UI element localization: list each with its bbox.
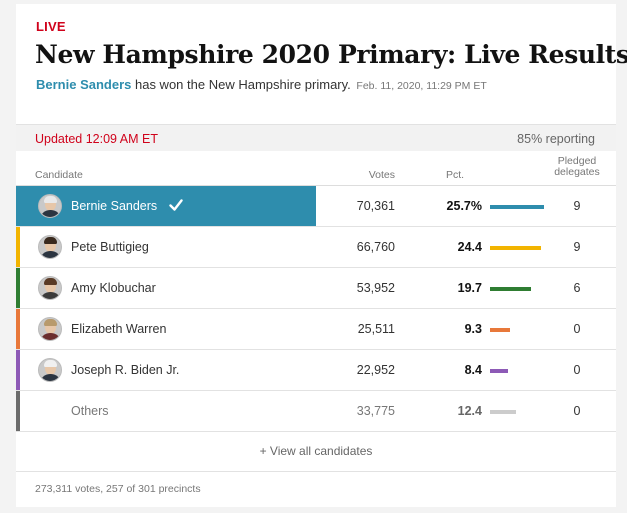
candidate-delegates: 9 — [573, 240, 581, 254]
candidate-votes: 22,952 — [356, 363, 395, 377]
summary-timestamp: Feb. 11, 2020, 11:29 PM ET — [356, 80, 487, 92]
pct-bar — [490, 287, 531, 291]
summary-text: has won the New Hampshire primary. — [131, 77, 351, 92]
pct-bar — [490, 328, 510, 332]
row-accent — [16, 350, 20, 390]
check-icon — [169, 199, 183, 211]
column-pct: Pct. — [446, 169, 465, 181]
updated-time: Updated 12:09 AM ET — [35, 132, 158, 146]
candidate-votes: 33,775 — [356, 404, 395, 418]
avatar — [38, 194, 62, 218]
candidate-name: Amy Klobuchar — [71, 281, 156, 295]
candidate-name: Pete Buttigieg — [71, 240, 149, 254]
row-accent — [16, 268, 20, 308]
pct-bar — [490, 369, 508, 373]
precincts-summary: 273,311 votes, 257 of 301 precincts — [35, 483, 201, 495]
candidate-votes: 70,361 — [356, 199, 395, 213]
candidate-delegates: 0 — [573, 363, 581, 377]
table-row[interactable]: Bernie Sanders 70,361 25.7% 9 — [16, 186, 616, 227]
column-delegates-line2: delegates — [554, 166, 600, 178]
table-row[interactable]: Pete Buttigieg 66,760 24.4 9 — [16, 227, 616, 268]
page-title: New Hampshire 2020 Primary: Live Results — [35, 40, 627, 69]
view-all-row: + View all candidates — [16, 430, 616, 472]
row-accent — [16, 227, 20, 267]
candidate-pct: 8.4 — [464, 363, 482, 377]
table-divider — [16, 185, 616, 186]
candidate-pct: 25.7% — [446, 199, 482, 213]
candidate-name: Elizabeth Warren — [71, 322, 167, 336]
live-label: LIVE — [36, 19, 66, 34]
candidate-name: Joseph R. Biden Jr. — [71, 363, 180, 377]
candidate-name: Bernie Sanders — [71, 199, 158, 213]
row-accent — [16, 391, 20, 431]
candidate-pct: 9.3 — [464, 322, 482, 336]
view-all-candidates-link[interactable]: + View all candidates — [259, 444, 373, 458]
winner-highlight — [16, 186, 316, 226]
column-delegates: Pledged delegates — [551, 156, 603, 178]
candidate-delegates: 0 — [573, 404, 581, 418]
table-row[interactable]: Amy Klobuchar 53,952 19.7 6 — [16, 268, 616, 309]
table-row[interactable]: Joseph R. Biden Jr. 22,952 8.4 0 — [16, 350, 616, 391]
candidate-pct: 12.4 — [457, 404, 482, 418]
candidate-votes: 25,511 — [357, 322, 395, 336]
column-votes: Votes — [368, 169, 395, 181]
row-accent — [16, 309, 20, 349]
avatar — [38, 358, 62, 382]
candidate-pct: 24.4 — [457, 240, 482, 254]
avatar — [38, 317, 62, 341]
race-summary: Bernie Sanders has won the New Hampshire… — [36, 77, 487, 92]
candidate-votes: 53,952 — [356, 281, 395, 295]
candidate-delegates: 6 — [573, 281, 581, 295]
candidate-delegates: 9 — [573, 199, 581, 213]
pct-bar — [490, 410, 516, 414]
avatar — [38, 235, 62, 259]
table-row: Others 33,775 12.4 0 — [16, 391, 616, 432]
pct-bar — [490, 205, 544, 209]
candidate-pct: 19.7 — [457, 281, 482, 295]
candidate-name: Others — [71, 404, 109, 418]
status-bar: Updated 12:09 AM ET 85% reporting — [16, 124, 616, 151]
pct-bar — [490, 246, 541, 250]
winner-link[interactable]: Bernie Sanders — [36, 77, 132, 92]
reporting-percent: 85% reporting — [517, 132, 595, 146]
column-delegates-line1: Pledged — [557, 155, 597, 167]
table-row[interactable]: Elizabeth Warren 25,511 9.3 0 — [16, 309, 616, 350]
column-candidate: Candidate — [35, 169, 83, 181]
candidate-votes: 66,760 — [356, 240, 395, 254]
results-card: LIVE New Hampshire 2020 Primary: Live Re… — [16, 4, 627, 507]
avatar — [38, 276, 62, 300]
candidate-delegates: 0 — [573, 322, 581, 336]
